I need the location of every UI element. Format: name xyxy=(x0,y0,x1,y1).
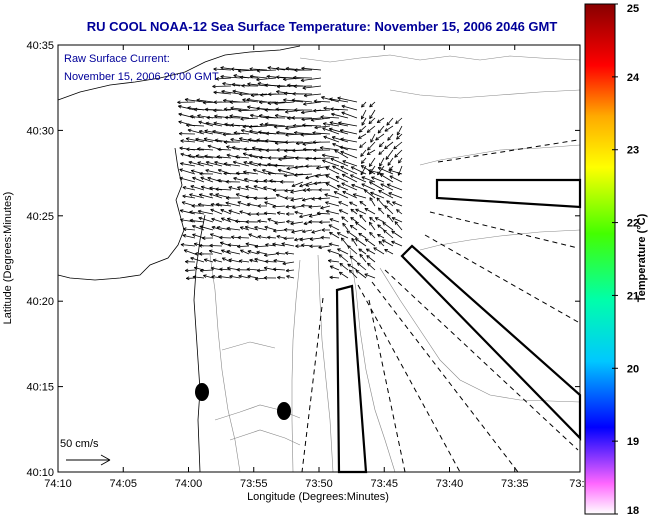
coastline xyxy=(57,45,301,473)
x-tick-label: 73:55 xyxy=(240,478,268,490)
x-tick-label: 74:00 xyxy=(175,478,203,490)
x-tick-label: 73:40 xyxy=(436,478,464,490)
colorbar-tick-label: 21 xyxy=(627,290,639,302)
y-tick-label: 40:20 xyxy=(26,296,54,308)
colorbar-tick-label: 19 xyxy=(627,436,639,448)
scale-arrow xyxy=(66,454,111,466)
y-tick-label: 40:35 xyxy=(26,40,54,52)
surface-current-vectors xyxy=(177,66,403,281)
map-plot-area: Raw Surface Current: November 15, 2006 2… xyxy=(57,44,582,474)
buoy-west-marker xyxy=(195,383,209,401)
colorbar-tick-label: 22 xyxy=(627,218,639,230)
current-label-line2: November 15, 2006 20:00 GMT xyxy=(64,71,219,83)
current-label-line1: Raw Surface Current: xyxy=(64,53,170,65)
colorbar-ticks: 25 24 23 22 21 20 19 18 xyxy=(612,3,640,517)
figure-title: RU COOL NOAA-12 Sea Surface Temperature:… xyxy=(87,19,558,34)
x-tick-label: 73:35 xyxy=(501,478,529,490)
bathymetry-contours xyxy=(209,54,581,473)
x-tick-label: 73:45 xyxy=(370,478,398,490)
colorbar-label: Temperature (°C) xyxy=(636,213,648,302)
x-axis-ticks: 74:10 74:05 74:00 73:55 73:50 73:45 73:40 73:35… xyxy=(44,45,591,490)
y-tick-label: 40:10 xyxy=(26,467,54,479)
y-tick-label: 40:25 xyxy=(26,211,54,223)
colorbar-tick-label: 20 xyxy=(627,363,639,375)
x-tick-label: 74:10 xyxy=(44,478,72,490)
temperature-colorbar xyxy=(584,3,616,515)
x-tick-label: 73:50 xyxy=(305,478,333,490)
colorbar-tick-label: 23 xyxy=(627,145,639,157)
y-tick-label: 40:30 xyxy=(26,125,54,137)
x-axis-label: Longitude (Degrees:Minutes) xyxy=(247,491,389,503)
y-axis-label: Latitude (Degrees:Minutes) xyxy=(2,192,14,325)
x-tick-label: 74:05 xyxy=(109,478,137,490)
y-axis-ticks: 40:35 40:30 40:25 40:20 40:15 40:10 xyxy=(26,40,580,479)
colorbar-tick-label: 25 xyxy=(627,3,639,15)
radial-sector-lines xyxy=(301,139,579,473)
y-tick-label: 40:15 xyxy=(26,382,54,394)
scale-label: 50 cm/s xyxy=(60,438,99,450)
colorbar-tick-label: 24 xyxy=(627,72,640,84)
colorbar-tick-label: 18 xyxy=(627,505,639,517)
buoy-east-marker xyxy=(277,402,291,420)
